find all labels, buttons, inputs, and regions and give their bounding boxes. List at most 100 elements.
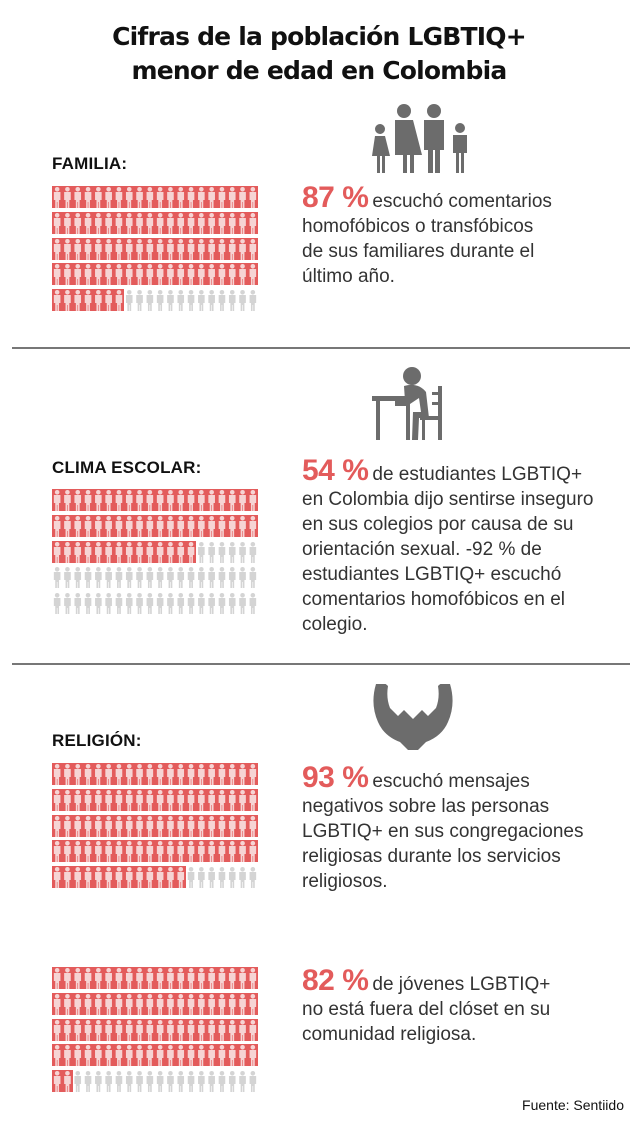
person-figure-highlighted bbox=[84, 764, 92, 785]
person-figure-highlighted bbox=[187, 515, 195, 537]
person-figure-highlighted bbox=[95, 968, 102, 989]
person-figure-highlighted bbox=[105, 290, 112, 312]
person-figure bbox=[136, 290, 143, 312]
person-figure-highlighted bbox=[125, 815, 133, 837]
person-figure-highlighted bbox=[218, 490, 226, 511]
person-figure-highlighted bbox=[167, 541, 174, 563]
person-figure-highlighted bbox=[95, 515, 102, 537]
stat-line: religiosos. bbox=[302, 869, 632, 894]
person-figure bbox=[146, 290, 154, 312]
person-figure-highlighted bbox=[84, 515, 92, 537]
person-figure-highlighted bbox=[167, 238, 174, 260]
person-figure bbox=[218, 1071, 226, 1093]
person-figure-highlighted bbox=[136, 993, 143, 1015]
person-figure-highlighted bbox=[105, 1019, 112, 1041]
person-figure-highlighted bbox=[95, 993, 102, 1015]
figure-row-svg bbox=[53, 789, 257, 811]
person-figure-highlighted bbox=[208, 764, 215, 785]
person-figure-highlighted bbox=[187, 993, 195, 1015]
person-figure bbox=[218, 567, 226, 589]
person-figure-highlighted bbox=[64, 541, 71, 563]
pictogram-row bbox=[52, 967, 258, 993]
person-figure bbox=[125, 567, 133, 589]
person-figure-highlighted bbox=[115, 968, 123, 989]
person-figure-highlighted bbox=[249, 187, 257, 208]
person-figure-highlighted bbox=[74, 490, 82, 511]
person-figure-highlighted bbox=[249, 515, 257, 537]
person-figure-highlighted bbox=[156, 1019, 164, 1041]
person-figure-highlighted bbox=[239, 993, 246, 1015]
person-figure bbox=[156, 567, 164, 589]
stat-line-text: escuchó comentarios bbox=[372, 191, 552, 212]
person-figure-highlighted bbox=[167, 764, 174, 785]
stat-line-text: LGBTIQ+ en sus congregaciones bbox=[302, 821, 584, 842]
pictogram-row bbox=[52, 289, 258, 315]
person-figure bbox=[228, 1071, 236, 1093]
figure-row-svg bbox=[53, 187, 257, 208]
person-figure-highlighted bbox=[177, 1019, 185, 1041]
person-figure-highlighted bbox=[239, 764, 246, 785]
person-figure-highlighted bbox=[156, 1045, 164, 1067]
pictogram-row bbox=[52, 540, 258, 567]
person-figure-highlighted bbox=[228, 993, 236, 1015]
stat-line: LGBTIQ+ en sus congregaciones bbox=[302, 819, 632, 844]
person-figure-highlighted bbox=[84, 815, 92, 837]
person-figure-highlighted bbox=[198, 212, 205, 234]
person-figure bbox=[218, 541, 226, 563]
person-figure bbox=[249, 541, 257, 563]
person-figure-highlighted bbox=[239, 1045, 246, 1067]
person-figure-highlighted bbox=[249, 815, 257, 837]
person-figure-highlighted bbox=[84, 993, 92, 1015]
person-figure-highlighted bbox=[156, 867, 164, 889]
pictogram-grid-religion-closet bbox=[52, 967, 258, 1096]
person-figure-highlighted bbox=[95, 764, 102, 785]
pictogram-row bbox=[52, 489, 258, 515]
person-figure-highlighted bbox=[74, 993, 82, 1015]
person-figure-highlighted bbox=[167, 1019, 174, 1041]
person-figure-highlighted bbox=[115, 841, 123, 863]
person-figure-highlighted bbox=[53, 1019, 61, 1041]
person-figure-highlighted bbox=[105, 968, 112, 989]
person-figure bbox=[198, 290, 205, 312]
person-figure-highlighted bbox=[239, 1019, 246, 1041]
person-figure-highlighted bbox=[84, 1045, 92, 1067]
stat-line-text: en sus colegios por causa de su bbox=[302, 514, 574, 535]
person-figure-highlighted bbox=[105, 264, 112, 286]
person-figure bbox=[198, 593, 205, 615]
person-figure-highlighted bbox=[218, 815, 226, 837]
person-figure-highlighted bbox=[249, 789, 257, 811]
person-figure-highlighted bbox=[53, 841, 61, 863]
person-figure-highlighted bbox=[105, 541, 112, 563]
person-figure-highlighted bbox=[136, 1019, 143, 1041]
person-figure-highlighted bbox=[228, 1019, 236, 1041]
person-figure-highlighted bbox=[167, 515, 174, 537]
person-figure-highlighted bbox=[146, 187, 154, 208]
person-figure-highlighted bbox=[208, 841, 215, 863]
person-figure-highlighted bbox=[53, 515, 61, 537]
person-figure-highlighted bbox=[64, 993, 71, 1015]
person-figure bbox=[198, 867, 205, 889]
person-figure-highlighted bbox=[84, 867, 92, 889]
person-figure-highlighted bbox=[146, 764, 154, 785]
person-figure bbox=[125, 290, 133, 312]
figure-row-svg bbox=[53, 238, 257, 260]
stat-line: orientación sexual. -92 % de bbox=[302, 537, 632, 562]
stat-line-text: negativos sobre las personas bbox=[302, 796, 550, 817]
person-figure-highlighted bbox=[198, 841, 205, 863]
section-label-familia: FAMILIA: bbox=[52, 154, 128, 173]
person-figure bbox=[74, 567, 82, 589]
section-label-religion: RELIGIÓN: bbox=[52, 731, 142, 750]
person-figure-highlighted bbox=[177, 867, 185, 889]
person-figure-highlighted bbox=[64, 212, 71, 234]
person-figure bbox=[115, 1071, 123, 1093]
person-figure-highlighted bbox=[218, 764, 226, 785]
person-figure-highlighted bbox=[239, 238, 246, 260]
person-figure-highlighted bbox=[125, 841, 133, 863]
person-figure bbox=[198, 541, 205, 563]
person-figure bbox=[84, 1071, 92, 1093]
person-figure bbox=[125, 593, 133, 615]
person-figure-highlighted bbox=[95, 187, 102, 208]
person-figure-highlighted bbox=[167, 1045, 174, 1067]
figure-row-svg bbox=[53, 1045, 257, 1067]
pictogram-grid-familia bbox=[52, 186, 258, 315]
